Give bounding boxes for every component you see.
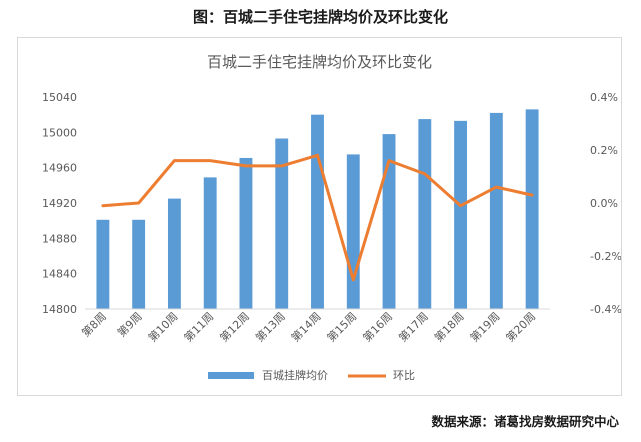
bar bbox=[346, 154, 360, 309]
y-axis-right: -0.4% -0.2% 0.0% 0.2% 0.4% bbox=[590, 91, 621, 316]
bar bbox=[525, 109, 539, 309]
bar bbox=[167, 198, 181, 309]
y-right-tick-label: -0.4% bbox=[590, 303, 621, 316]
figure-caption: 图：百城二手住宅挂牌均价及环比变化 bbox=[192, 8, 448, 26]
y-left-tick-label: 14880 bbox=[42, 232, 77, 245]
bar bbox=[96, 219, 110, 309]
x-tick-label: 第9周 bbox=[114, 309, 144, 339]
x-tick-label: 第11周 bbox=[181, 309, 216, 344]
x-tick-label: 第8周 bbox=[79, 309, 109, 339]
chart-svg: 14800 14840 14880 14920 14960 15000 15040 -0.4… bbox=[42, 91, 621, 382]
bar bbox=[132, 219, 146, 309]
x-tick-label: 第17周 bbox=[396, 309, 431, 344]
x-tick-label: 第12周 bbox=[217, 309, 252, 344]
bar bbox=[203, 177, 217, 309]
x-axis: 第8周 第9周 第10周 第11周 第12周 第13周 第14周 第15周 第16周 第17周 第1… bbox=[79, 308, 550, 345]
y-left-tick-label: 14960 bbox=[42, 162, 77, 175]
y-right-tick-label: 0.4% bbox=[590, 91, 618, 104]
y-left-tick-label: 14800 bbox=[42, 303, 77, 316]
x-tick-label: 第14周 bbox=[288, 309, 323, 344]
y-left-tick-label: 15000 bbox=[42, 126, 77, 139]
y-left-tick-label: 14840 bbox=[42, 268, 77, 281]
bar bbox=[418, 119, 432, 309]
bar bbox=[275, 138, 289, 309]
y-right-tick-label: -0.2% bbox=[590, 250, 621, 263]
x-tick-label: 第13周 bbox=[252, 309, 287, 344]
x-tick-label: 第20周 bbox=[503, 309, 538, 344]
bar bbox=[382, 134, 396, 309]
bar bbox=[311, 114, 324, 310]
legend-swatch-bar bbox=[208, 372, 254, 379]
bar bbox=[489, 112, 503, 310]
bar-series bbox=[96, 109, 539, 310]
line-series bbox=[101, 153, 534, 282]
legend-label-bar: 百城挂牌均价 bbox=[262, 368, 328, 382]
legend-label-line: 环比 bbox=[393, 369, 415, 382]
y-left-tick-label: 15040 bbox=[42, 91, 77, 104]
chart-frame: 百城二手住宅挂牌均价及环比变化 14800 14840 14880 14920 1496… bbox=[17, 37, 622, 396]
source-note: 数据来源：诸葛找房数据研究中心 bbox=[431, 414, 619, 429]
x-tick-label: 第10周 bbox=[145, 309, 180, 344]
legend: 百城挂牌均价 环比 bbox=[208, 368, 415, 382]
chart-title: 百城二手住宅挂牌均价及环比变化 bbox=[206, 53, 432, 71]
x-tick-label: 第19周 bbox=[467, 309, 502, 344]
x-tick-label: 第18周 bbox=[431, 309, 466, 344]
y-right-tick-label: 0.0% bbox=[590, 197, 618, 210]
y-left-tick-label: 14920 bbox=[42, 197, 77, 210]
bar bbox=[239, 157, 253, 309]
y-right-tick-label: 0.2% bbox=[590, 144, 618, 157]
y-axis-left: 14800 14840 14880 14920 14960 15000 15040 bbox=[42, 91, 77, 316]
x-tick-label: 第16周 bbox=[360, 309, 395, 344]
x-tick-label: 第15周 bbox=[324, 309, 359, 344]
bar bbox=[454, 120, 468, 309]
